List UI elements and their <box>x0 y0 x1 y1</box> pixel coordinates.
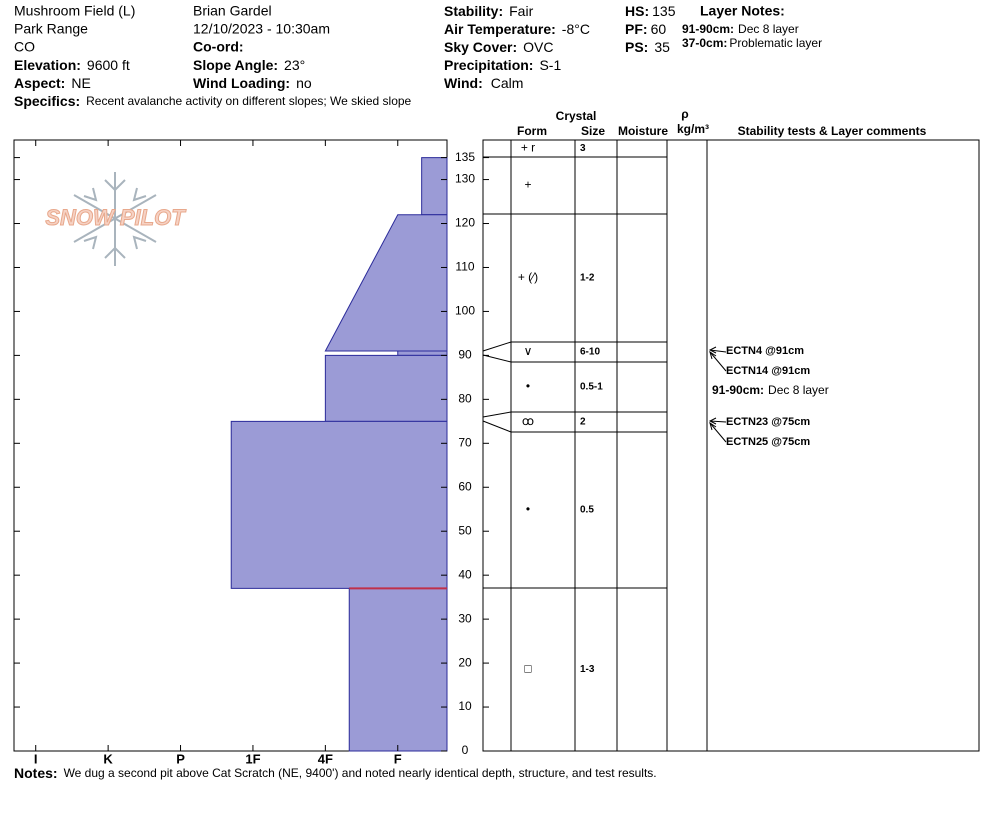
datetime: 12/10/2023 - 10:30am <box>193 21 330 37</box>
hardness-layer <box>397 350 448 356</box>
hs: HS: 135 <box>625 3 676 19</box>
x-tick-label: K <box>103 751 113 766</box>
y-tick-label: 30 <box>458 611 472 625</box>
column-header: ρ <box>681 107 688 121</box>
crystal-form: ꝏ <box>522 414 534 428</box>
crystal-form: + (⁄) <box>518 270 538 284</box>
layer-comment: 91-90cm: Dec 8 layer <box>712 383 829 397</box>
x-tick-label: 1F <box>245 751 260 766</box>
hardness-layer <box>324 354 448 422</box>
crystal-form: ∨ <box>524 344 533 358</box>
location: CO <box>14 39 35 55</box>
column-header: Size <box>581 124 605 138</box>
column-header: Crystal <box>556 109 597 123</box>
header: Mushroom Field (L) Park Range CO Elevati… <box>14 3 822 109</box>
layer-note: 37-0cm: Problematic layer <box>682 36 822 50</box>
x-tick-label: P <box>176 751 185 766</box>
y-tick-label: 10 <box>458 699 472 713</box>
connector <box>482 341 512 352</box>
x-tick-label: 4F <box>318 751 333 766</box>
y-tick-label: 110 <box>455 260 474 274</box>
precipitation: Precipitation: S-1 <box>444 57 561 73</box>
stability-test: ECTN14 @91cm <box>726 365 810 377</box>
location: Park Range <box>14 21 88 37</box>
aspect: Aspect: NE <box>14 75 91 91</box>
stability: Stability: Fair <box>444 3 534 19</box>
x-tick-label: I <box>34 751 38 766</box>
y-tick-label: 50 <box>458 523 472 537</box>
pf: PF: 60 <box>625 21 666 37</box>
crystal-size: 3 <box>580 143 586 154</box>
y-tick-label: 120 <box>455 216 475 230</box>
crystal-form: • <box>526 379 530 393</box>
crystal-size: 0.5-1 <box>580 382 603 393</box>
crystal-form: • <box>526 502 530 516</box>
crystal-form: □ <box>524 662 531 676</box>
connector <box>482 420 512 433</box>
layer-note: 91-90cm: Dec 8 layer <box>682 22 799 36</box>
y-tick-label: 90 <box>458 348 472 362</box>
hardness-layer <box>324 214 448 352</box>
y-tick-label: 100 <box>455 304 475 318</box>
crystal-size: 0.5 <box>580 505 594 516</box>
air-temp: Air Temperature: -8°C <box>444 21 590 37</box>
y-tick-label: 135 <box>455 150 475 164</box>
location: Mushroom Field (L) <box>14 3 135 19</box>
layer-notes-title: Layer Notes: <box>700 3 785 19</box>
specifics: Specifics: Recent avalanche activity on d… <box>14 93 412 109</box>
logo: SNOW PILOT <box>45 172 187 266</box>
coord: Co-ord: <box>193 39 244 55</box>
notes: Notes: We dug a second pit above Cat Scra… <box>14 765 657 781</box>
crystal-size: 1-2 <box>580 273 595 284</box>
slope: Slope Angle: 23° <box>193 57 305 73</box>
ps: PS: 35 <box>625 39 670 55</box>
hardness-layer <box>230 420 448 589</box>
wind: Wind: Calm <box>444 75 523 91</box>
y-tick-label: 70 <box>458 435 472 449</box>
hardness-layer <box>421 157 448 216</box>
wind-loading: Wind Loading: no <box>193 75 312 91</box>
crystal-size: 6-10 <box>580 347 600 358</box>
column-header: Stability tests & Layer comments <box>738 124 927 138</box>
elevation: Elevation: 9600 ft <box>14 57 130 73</box>
y-tick-label: 40 <box>458 567 472 581</box>
y-tick-label: 130 <box>455 172 475 186</box>
crystal-size: 1-3 <box>580 664 595 675</box>
stability-test: ECTN4 @91cm <box>726 345 804 357</box>
test-arrows <box>708 346 727 443</box>
y-tick-label: 80 <box>458 392 472 406</box>
column-header: kg/m³ <box>677 122 709 136</box>
hardness-layer <box>348 587 448 752</box>
stability-test: ECTN23 @75cm <box>726 416 810 428</box>
column-header: Form <box>517 124 547 138</box>
observer: Brian Gardel <box>193 3 272 19</box>
y-tick-label: 60 <box>458 479 472 493</box>
crystal-form: + r <box>521 141 535 155</box>
stability-test: ECTN25 @75cm <box>726 436 810 448</box>
column-header: Moisture <box>618 124 668 138</box>
y-tick-label: 20 <box>458 655 472 669</box>
crystal-form: + <box>524 178 531 192</box>
table-frame <box>482 139 980 752</box>
y-tick-label: 0 <box>462 743 469 757</box>
connector <box>482 411 512 418</box>
logo-text: SNOW PILOT <box>45 205 186 230</box>
sky-cover: Sky Cover: OVC <box>444 39 554 55</box>
table-grid <box>482 140 708 751</box>
x-tick-label: F <box>394 751 402 766</box>
crystal-size: 2 <box>580 417 586 428</box>
connector <box>482 354 512 363</box>
